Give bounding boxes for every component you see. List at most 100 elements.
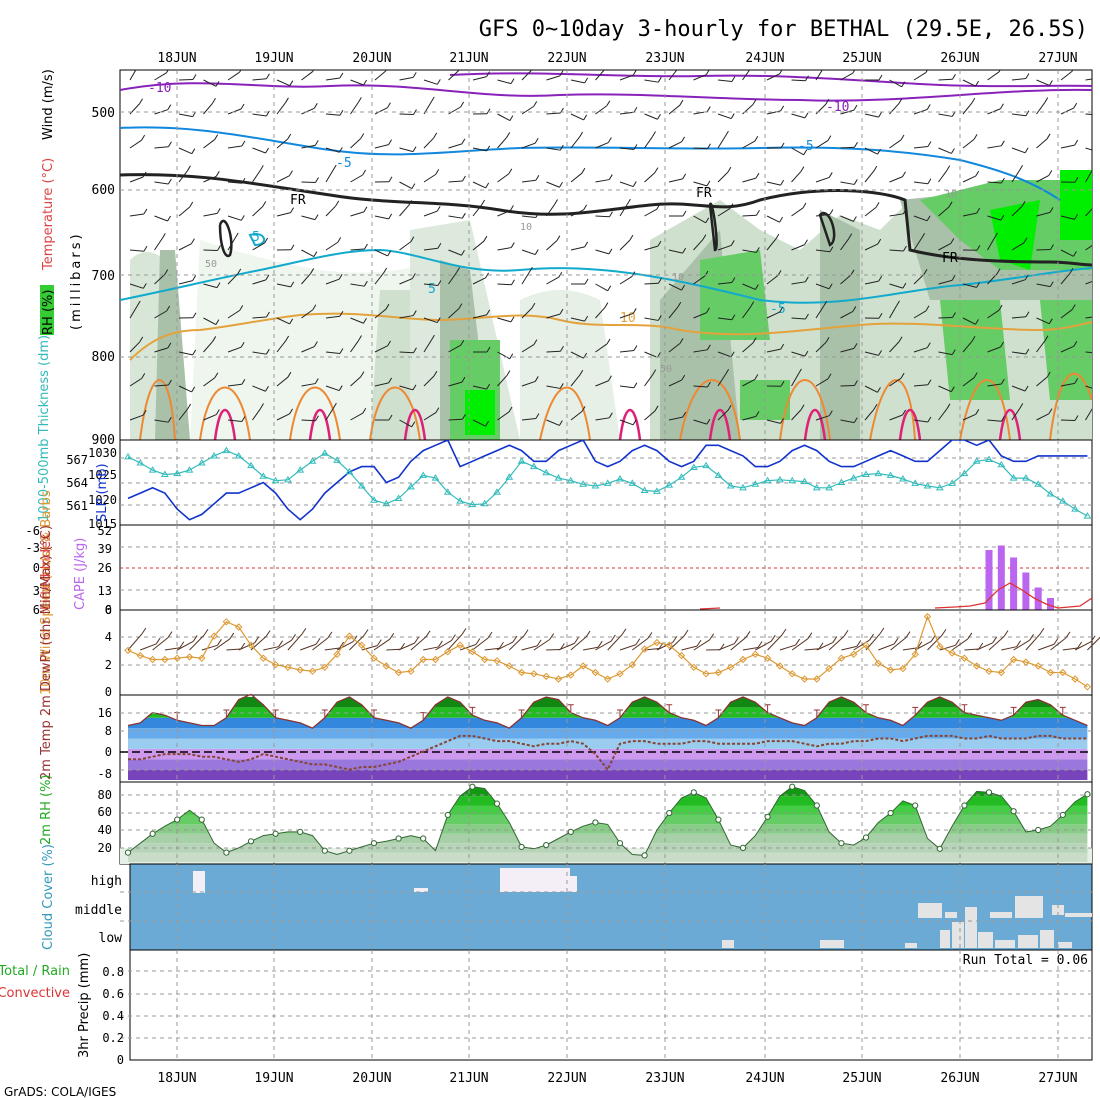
upper-barb-flag <box>705 70 710 75</box>
surface-barb-flag <box>992 636 998 644</box>
upper-barb <box>374 70 387 81</box>
upper-barb-flag <box>583 114 588 121</box>
upper-barb-flag <box>727 405 732 411</box>
upper-barb <box>203 175 217 183</box>
upper-barb <box>472 181 486 189</box>
surface-barb-flag <box>499 641 504 649</box>
upper-barb <box>129 139 142 149</box>
upper-barb-flag <box>559 308 564 315</box>
wind-point <box>173 654 181 662</box>
upper-barb <box>693 349 708 353</box>
upper-barb-flag <box>1046 133 1051 140</box>
upper-barb-flag <box>755 172 760 179</box>
svg-text:40: 40 <box>98 823 112 837</box>
upper-barb <box>129 249 144 252</box>
upper-barb <box>374 382 389 387</box>
svg-text:50: 50 <box>660 364 672 375</box>
upper-barb <box>1011 205 1023 217</box>
wind-point <box>1022 658 1030 666</box>
upper-barb-flag <box>437 243 442 249</box>
upper-barb-flag <box>363 79 367 86</box>
wind-point <box>665 641 673 649</box>
thickness-point <box>505 473 514 480</box>
date-label-27jun: 27JUN <box>1038 1071 1077 1086</box>
upper-barb <box>521 179 536 183</box>
upper-barb-flag <box>853 343 858 349</box>
upper-barb-flag <box>360 371 365 377</box>
upper-barb-flag <box>654 405 659 412</box>
upper-barb <box>1060 144 1075 149</box>
thickness-point <box>997 460 1006 468</box>
upper-barb <box>448 344 461 353</box>
surface-barb <box>312 637 329 651</box>
thickness-point <box>259 472 268 479</box>
upper-barb-flag <box>315 177 319 183</box>
upper-barb-flag <box>284 97 289 104</box>
upper-barb-flag <box>241 416 246 422</box>
upper-barb-flag <box>1049 281 1054 287</box>
upper-barb <box>1085 385 1092 389</box>
upper-barb-flag <box>1025 311 1030 318</box>
upper-barb-flag <box>412 146 417 152</box>
svg-text:80: 80 <box>98 788 112 802</box>
upper-barb-flag <box>898 336 903 343</box>
upper-barb <box>815 378 829 387</box>
upper-barb <box>987 309 1000 319</box>
upper-barb <box>913 384 928 387</box>
upper-barb <box>619 203 628 217</box>
upper-barb <box>325 113 340 116</box>
upper-barb <box>644 79 659 83</box>
upper-barb-flag <box>1071 70 1074 72</box>
upper-barb-flag <box>927 141 932 147</box>
surface-barb <box>472 637 489 651</box>
upper-barb-flag <box>925 305 930 312</box>
upper-barb <box>546 313 561 319</box>
upper-barb-flag <box>458 303 463 309</box>
upper-barb-flag <box>289 408 294 415</box>
upper-barb-flag <box>241 140 246 147</box>
upper-barb-flag <box>707 381 711 388</box>
surface-barb <box>558 642 575 651</box>
wind-point <box>1071 675 1079 683</box>
upper-barb <box>350 211 365 217</box>
upper-barb-flag <box>657 315 662 321</box>
upper-barb-flag <box>142 283 147 289</box>
upper-barb-flag <box>702 234 707 240</box>
upper-barb <box>203 283 218 289</box>
svg-text:1015: 1015 <box>88 517 117 531</box>
upper-barb <box>178 170 188 183</box>
upper-barb-flag <box>605 64 608 69</box>
thickness-point <box>173 469 182 477</box>
upper-barb <box>546 419 560 426</box>
upper-barb-flag <box>1000 378 1005 385</box>
surface-barb <box>841 645 857 651</box>
surface-barb-flag <box>856 640 862 647</box>
rh-point <box>887 809 894 817</box>
svg-text:1025: 1025 <box>88 468 117 482</box>
svg-text:0: 0 <box>105 685 112 699</box>
upper-barb <box>227 215 242 221</box>
upper-barb <box>227 309 241 319</box>
thickness-point <box>517 457 526 464</box>
upper-barb <box>497 113 511 122</box>
surface-barb <box>890 637 907 651</box>
upper-barb-flag <box>312 70 315 72</box>
upper-barb-flag <box>534 376 539 382</box>
upper-barb <box>521 215 536 218</box>
upper-barb <box>693 215 706 224</box>
upper-barb <box>693 312 707 319</box>
upper-barb <box>693 385 708 388</box>
upper-barb <box>840 109 855 115</box>
upper-barb-flag <box>215 171 220 177</box>
upper-barb <box>399 181 413 190</box>
upper-barb-flag <box>825 98 830 105</box>
thickness-point <box>702 461 710 469</box>
upper-barb <box>595 283 608 292</box>
upper-barb <box>227 237 236 251</box>
upper-barb-flag <box>167 104 172 110</box>
upper-barb-flag <box>579 131 584 138</box>
upper-grid <box>120 70 1092 440</box>
svg-text:FR: FR <box>696 186 712 201</box>
rh-point <box>469 783 476 790</box>
rh-point <box>739 844 747 851</box>
